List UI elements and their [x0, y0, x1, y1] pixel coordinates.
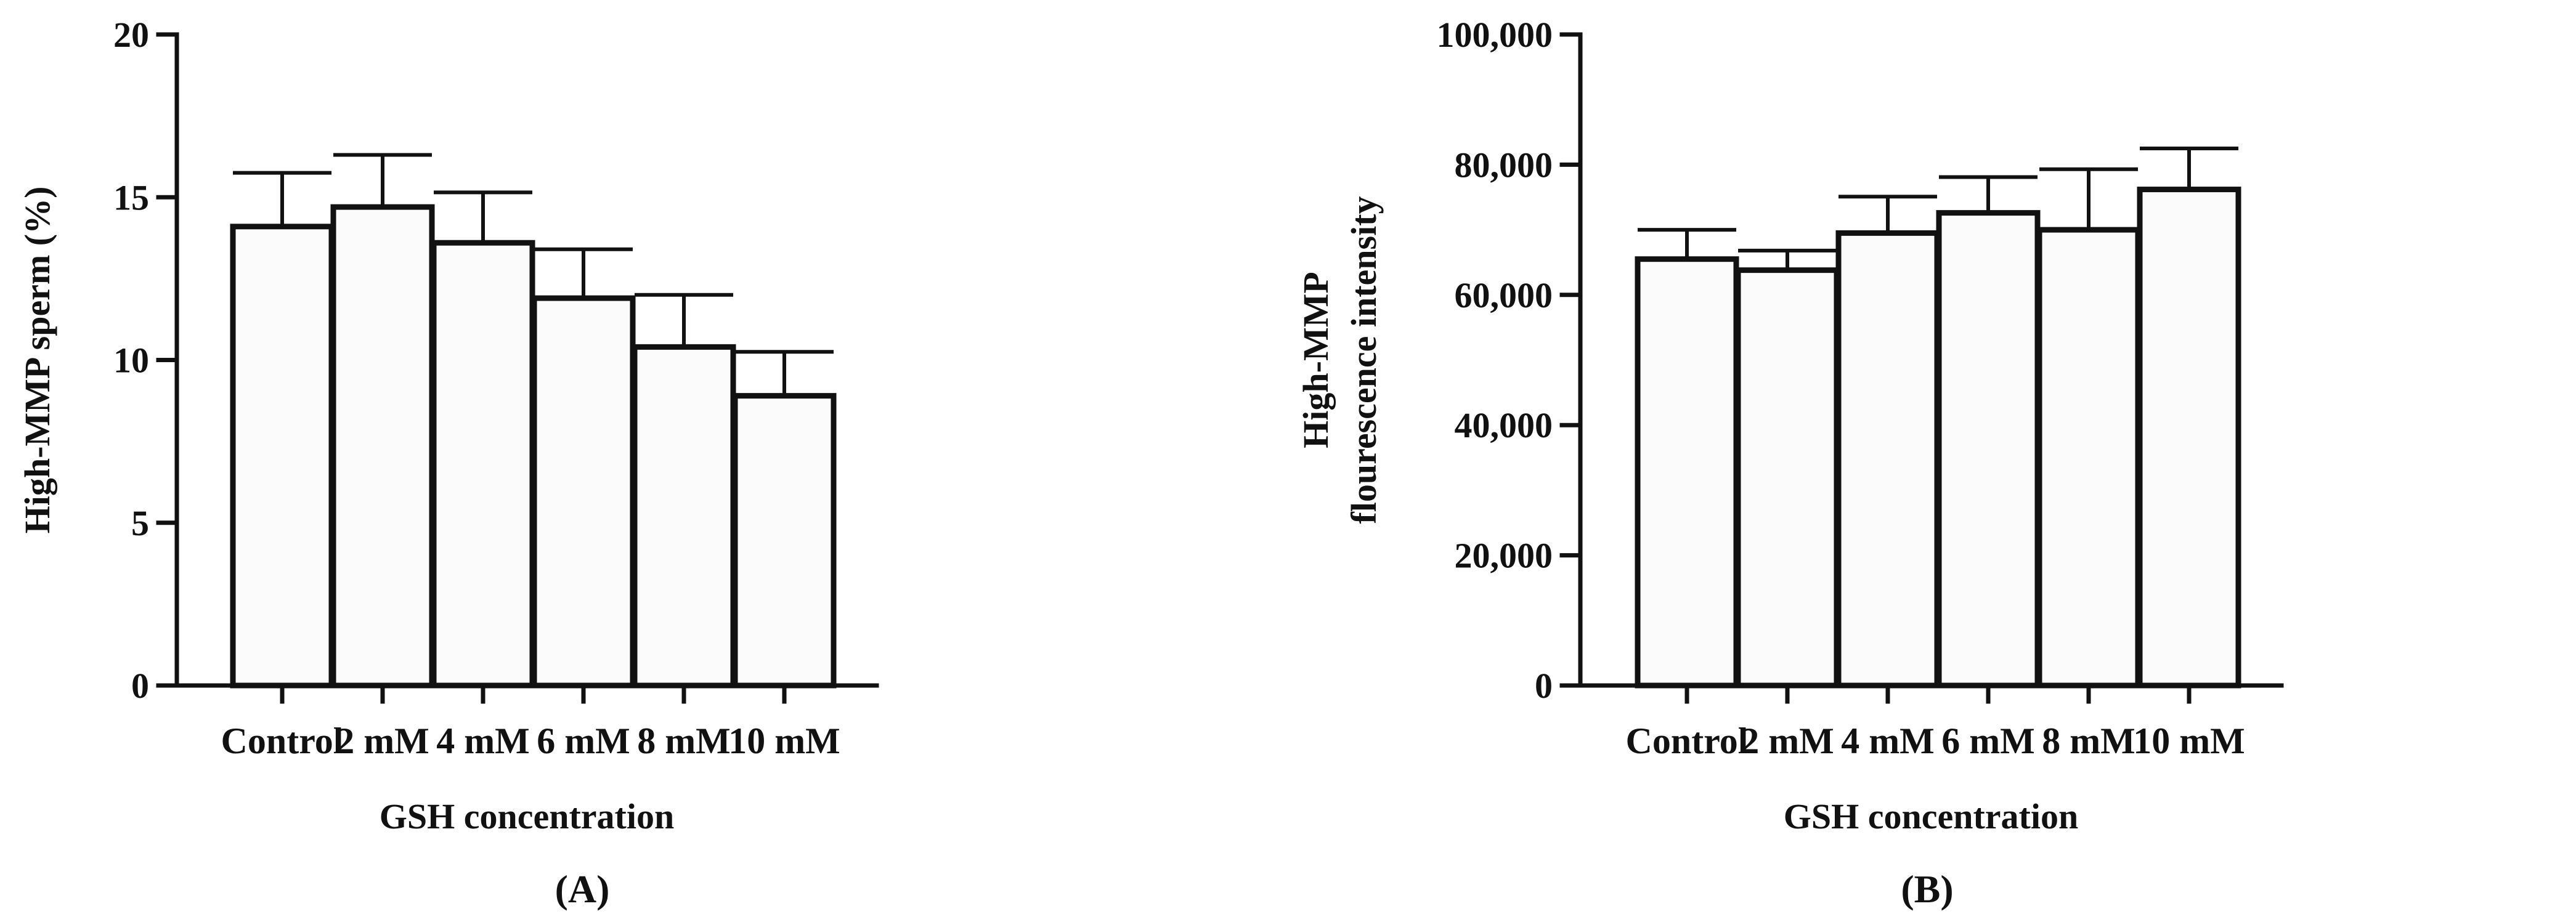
x-axis-title: GSH concentration [1784, 796, 2078, 836]
y-tick-label: 0 [131, 666, 149, 706]
x-tick-label: 4 mM [436, 721, 530, 761]
y-axis-title: flourescence intensity [1344, 196, 1384, 524]
panel-label: (B) [1901, 867, 1953, 911]
y-tick-label: 100,000 [1437, 15, 1553, 55]
x-tick-label: Control [221, 721, 344, 761]
bar [1936, 210, 2041, 689]
bar [431, 240, 535, 689]
bar [2137, 187, 2241, 689]
x-tick-label: Control [1626, 721, 1749, 761]
bar [230, 224, 335, 689]
y-axis-title: High-MMP sperm (%) [17, 187, 57, 534]
y-axis-title: High-MMP [1296, 272, 1336, 448]
x-tick-label: 8 mM [637, 721, 731, 761]
x-tick-label: 8 mM [2042, 721, 2135, 761]
bar [531, 295, 636, 689]
x-tick-label: 10 mM [2133, 721, 2245, 761]
y-tick-label: 15 [113, 177, 149, 217]
y-tick-label: 40,000 [1455, 405, 1553, 445]
bar [2036, 227, 2141, 689]
panel-label: (A) [555, 867, 610, 911]
bar [1735, 267, 1840, 689]
y-tick-label: 80,000 [1455, 145, 1553, 185]
x-tick-label: 2 mM [336, 721, 429, 761]
y-tick-label: 20 [113, 15, 149, 55]
y-tick-label: 10 [113, 341, 149, 381]
x-tick-label: 6 mM [537, 721, 630, 761]
bar [1835, 230, 1940, 689]
x-tick-label: 4 mM [1841, 721, 1935, 761]
y-tick-label: 20,000 [1455, 536, 1553, 576]
bar [632, 344, 736, 689]
bar [330, 204, 435, 689]
y-tick-label: 5 [131, 503, 149, 543]
y-tick-label: 0 [1535, 666, 1553, 706]
y-tick-label: 60,000 [1455, 275, 1553, 315]
x-axis-title: GSH concentration [380, 796, 674, 836]
chart-panel-b: 0 20,000 40,000 60,000 80,000 100,000 Control2… [1296, 15, 2284, 911]
x-tick-label: 10 mM [728, 721, 840, 761]
x-tick-label: 6 mM [1941, 721, 2035, 761]
bar [732, 393, 837, 689]
bar [1635, 256, 1739, 689]
x-tick-label: 2 mM [1741, 721, 1834, 761]
